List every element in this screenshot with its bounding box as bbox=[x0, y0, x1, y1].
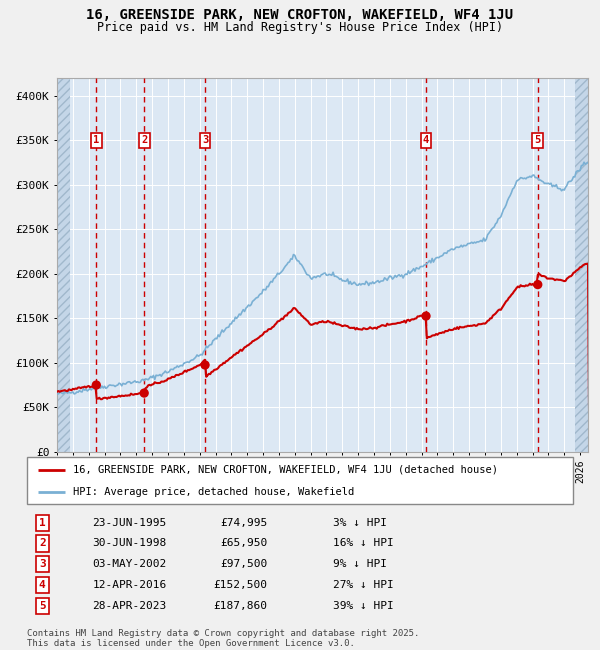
Text: 28-APR-2023: 28-APR-2023 bbox=[92, 601, 167, 611]
Text: 27% ↓ HPI: 27% ↓ HPI bbox=[333, 580, 394, 590]
Text: 2: 2 bbox=[141, 135, 148, 146]
Point bbox=[139, 388, 149, 398]
Text: 3: 3 bbox=[202, 135, 208, 146]
Text: £74,995: £74,995 bbox=[220, 517, 267, 528]
Bar bbox=[57, 78, 70, 452]
Point bbox=[92, 380, 101, 390]
Text: 30-JUN-1998: 30-JUN-1998 bbox=[92, 538, 167, 549]
Text: 3% ↓ HPI: 3% ↓ HPI bbox=[333, 517, 387, 528]
Text: £187,860: £187,860 bbox=[213, 601, 267, 611]
Text: £97,500: £97,500 bbox=[220, 559, 267, 569]
Text: 39% ↓ HPI: 39% ↓ HPI bbox=[333, 601, 394, 611]
Text: HPI: Average price, detached house, Wakefield: HPI: Average price, detached house, Wake… bbox=[73, 487, 355, 497]
Text: 2: 2 bbox=[39, 538, 46, 549]
Point bbox=[533, 280, 542, 290]
Text: 5: 5 bbox=[39, 601, 46, 611]
Text: 16, GREENSIDE PARK, NEW CROFTON, WAKEFIELD, WF4 1JU: 16, GREENSIDE PARK, NEW CROFTON, WAKEFIE… bbox=[86, 8, 514, 22]
Text: 1: 1 bbox=[93, 135, 100, 146]
Text: £152,500: £152,500 bbox=[213, 580, 267, 590]
Point bbox=[421, 311, 431, 321]
Text: 5: 5 bbox=[535, 135, 541, 146]
Text: Contains HM Land Registry data © Crown copyright and database right 2025.
This d: Contains HM Land Registry data © Crown c… bbox=[27, 629, 419, 648]
Text: 12-APR-2016: 12-APR-2016 bbox=[92, 580, 167, 590]
Point bbox=[200, 360, 210, 370]
Text: 16, GREENSIDE PARK, NEW CROFTON, WAKEFIELD, WF4 1JU (detached house): 16, GREENSIDE PARK, NEW CROFTON, WAKEFIE… bbox=[73, 465, 499, 474]
Text: Price paid vs. HM Land Registry's House Price Index (HPI): Price paid vs. HM Land Registry's House … bbox=[97, 21, 503, 34]
Text: 4: 4 bbox=[39, 580, 46, 590]
Text: 4: 4 bbox=[423, 135, 429, 146]
Text: 3: 3 bbox=[39, 559, 46, 569]
Text: 23-JUN-1995: 23-JUN-1995 bbox=[92, 517, 167, 528]
Bar bbox=[575, 78, 590, 452]
FancyBboxPatch shape bbox=[27, 457, 573, 504]
Text: £65,950: £65,950 bbox=[220, 538, 267, 549]
Text: 1: 1 bbox=[39, 517, 46, 528]
Text: 03-MAY-2002: 03-MAY-2002 bbox=[92, 559, 167, 569]
Text: 16% ↓ HPI: 16% ↓ HPI bbox=[333, 538, 394, 549]
Text: 9% ↓ HPI: 9% ↓ HPI bbox=[333, 559, 387, 569]
